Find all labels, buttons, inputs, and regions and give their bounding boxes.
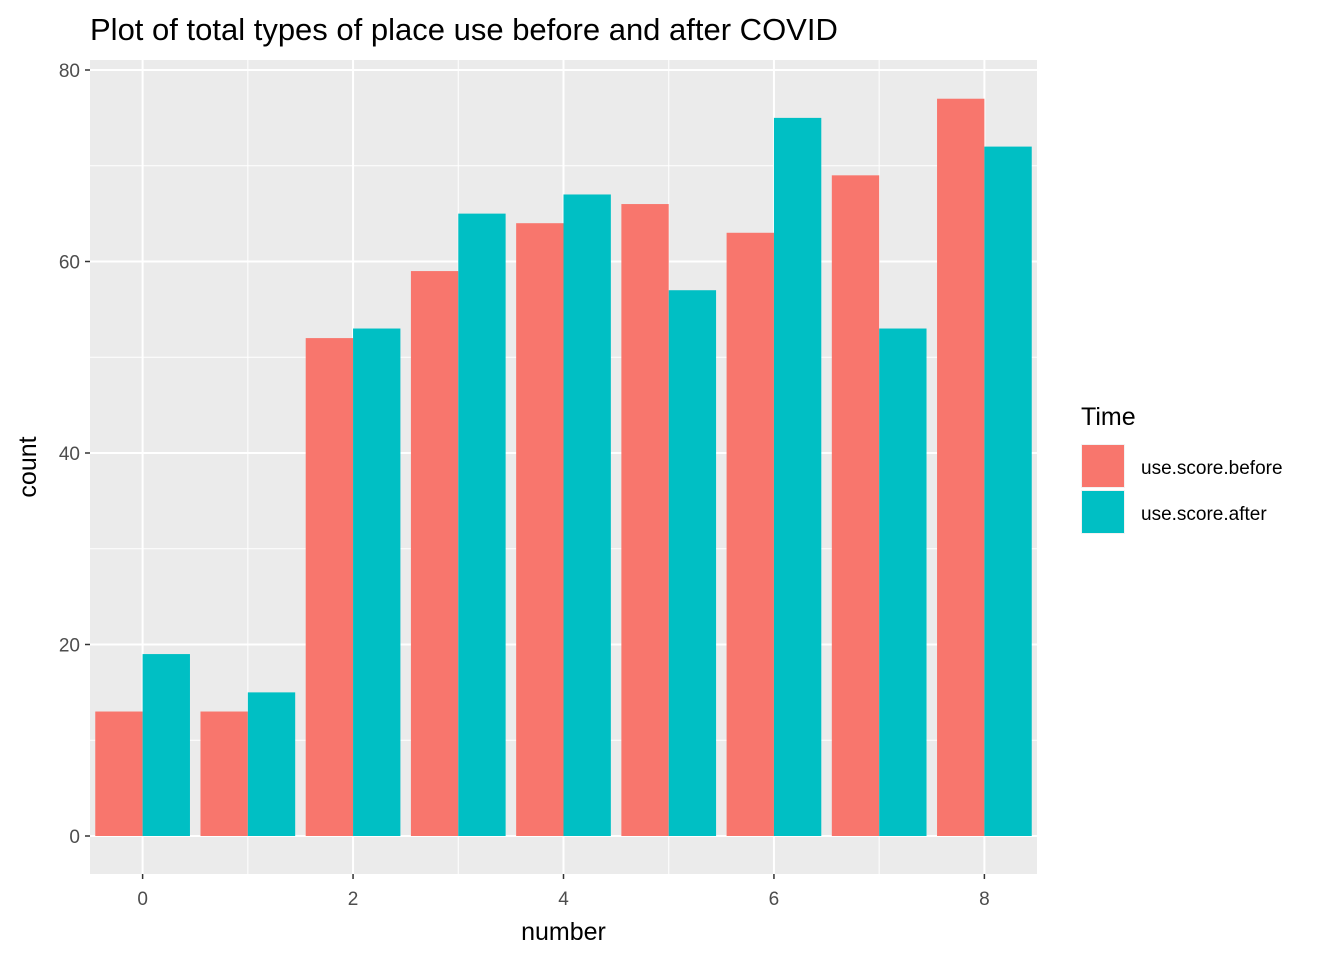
- x-tick-label: 6: [769, 889, 780, 910]
- legend-swatch: [1082, 445, 1124, 487]
- bar-use-score-after-1: [247, 692, 296, 836]
- x-tick-label: 0: [137, 889, 148, 910]
- x-axis-title: number: [521, 918, 606, 946]
- legend-label: use.score.before: [1141, 458, 1283, 479]
- y-tick-label: 40: [59, 444, 80, 465]
- legend-label: use.score.after: [1141, 504, 1267, 525]
- x-tick-label: 8: [979, 889, 990, 910]
- bar-use-score-before-1: [200, 711, 248, 836]
- bar-use-score-after-8: [984, 146, 1032, 837]
- bar-use-score-before-6: [726, 232, 774, 836]
- legend-swatch: [1082, 491, 1124, 533]
- y-tick-label: 80: [59, 61, 80, 82]
- bar-use-score-after-7: [879, 328, 927, 836]
- y-tick-label: 0: [69, 827, 80, 848]
- bars: [95, 98, 1032, 837]
- bar-use-score-before-4: [516, 223, 564, 836]
- x-tick-label: 4: [558, 889, 569, 910]
- bar-use-score-after-3: [458, 213, 506, 836]
- y-axis: 0 20 40 60 80: [59, 61, 90, 848]
- bar-use-score-after-2: [353, 328, 401, 836]
- bar-use-score-after-5: [668, 290, 717, 837]
- x-axis: 0 2 4 6 8: [137, 874, 990, 910]
- bar-use-score-before-5: [621, 204, 669, 837]
- bar-use-score-before-7: [831, 175, 880, 836]
- legend-title: Time: [1081, 403, 1136, 431]
- bar-use-score-after-0: [142, 654, 190, 836]
- chart-title: Plot of total types of place use before …: [90, 12, 838, 47]
- bar-use-score-after-6: [773, 117, 822, 836]
- y-axis-title: count: [14, 436, 42, 497]
- legend: Time use.score.before use.score.after: [1081, 403, 1283, 534]
- x-tick-label: 2: [348, 889, 359, 910]
- bar-use-score-before-2: [305, 338, 354, 836]
- bar-use-score-before-8: [937, 98, 985, 837]
- bar-use-score-after-4: [563, 194, 611, 837]
- bar-use-score-before-3: [410, 271, 459, 836]
- y-tick-label: 60: [59, 253, 80, 274]
- y-tick-label: 20: [59, 636, 80, 657]
- bar-use-score-before-0: [95, 711, 143, 836]
